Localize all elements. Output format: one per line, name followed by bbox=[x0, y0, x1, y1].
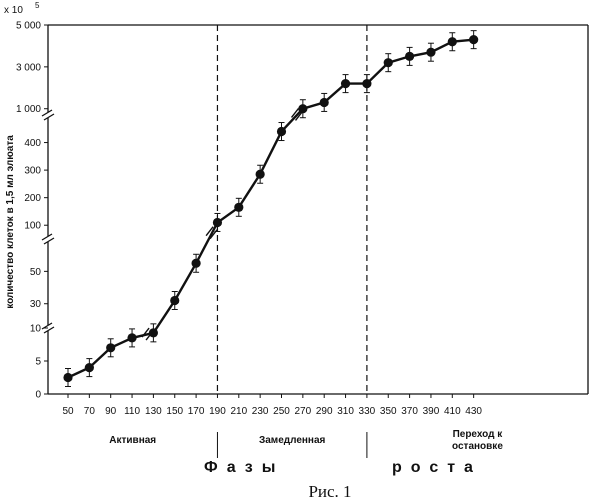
error-bars bbox=[65, 31, 477, 387]
y-tick-label: 100 bbox=[24, 221, 41, 232]
y-tick-labels: 0 5 10 30 50 100 200 300 400 1 000 3 000 5 000 bbox=[16, 21, 41, 401]
data-point bbox=[277, 127, 286, 136]
data-point bbox=[192, 259, 201, 268]
data-point bbox=[85, 363, 94, 372]
x-tick-labels: 50 70 90 110 130 150 170 190 210 230 250 270 290 310 3… bbox=[62, 406, 482, 417]
y-tick-label: 400 bbox=[24, 138, 41, 149]
phase-dividers bbox=[217, 25, 366, 458]
series-line bbox=[68, 40, 474, 378]
y-multiplier: x 10 bbox=[4, 5, 23, 16]
data-point bbox=[234, 203, 243, 212]
y-tick-label: 3 000 bbox=[16, 62, 41, 73]
x-tick-label: 50 bbox=[62, 406, 74, 417]
data-point bbox=[469, 35, 478, 44]
data-point bbox=[448, 37, 457, 46]
data-point bbox=[213, 218, 222, 227]
x-tick-label: 170 bbox=[188, 406, 205, 417]
data-point bbox=[149, 328, 158, 337]
y-multiplier-exponent: 5 bbox=[35, 1, 40, 10]
y-tick-label: 1 000 bbox=[16, 104, 41, 115]
phase-label-line: остановке bbox=[452, 441, 503, 452]
y-tick-label: 30 bbox=[30, 299, 42, 310]
data-point bbox=[63, 373, 72, 382]
x-tick-label: 110 bbox=[124, 406, 140, 417]
x-tick-label: 90 bbox=[105, 406, 117, 417]
x-tick-label: 230 bbox=[252, 406, 269, 417]
y-tick-label: 5 000 bbox=[16, 21, 41, 32]
x-tick-label: 150 bbox=[166, 406, 183, 417]
x-tick-label: 190 bbox=[209, 406, 226, 417]
data-point bbox=[384, 58, 393, 67]
y-tick-label: 10 bbox=[30, 324, 42, 335]
y-tick-label: 0 bbox=[35, 390, 41, 401]
data-markers bbox=[63, 35, 478, 382]
data-point bbox=[426, 48, 435, 57]
x-tick-label: 330 bbox=[359, 406, 376, 417]
phase-label: Переход костановке bbox=[452, 429, 503, 452]
x-tick-label: 390 bbox=[423, 406, 440, 417]
phase-labels: Активная Замедленная Переход костановке bbox=[109, 429, 503, 452]
data-point bbox=[106, 343, 115, 352]
figure-caption: Рис. 1 bbox=[308, 482, 351, 500]
data-point bbox=[405, 52, 414, 61]
y-tick-label: 50 bbox=[30, 267, 42, 278]
x-tick-label: 430 bbox=[465, 406, 482, 417]
x-tick-label: 70 bbox=[84, 406, 96, 417]
x-tick-label: 350 bbox=[380, 406, 397, 417]
data-point bbox=[320, 98, 329, 107]
y-tick-label: 5 bbox=[35, 357, 41, 368]
x-axis-title: Фазы роста bbox=[204, 459, 482, 476]
y-axis-label: количество клеток в 1,5 мл элюата bbox=[5, 135, 16, 309]
data-point bbox=[341, 79, 350, 88]
x-tick-label: 210 bbox=[230, 406, 247, 417]
data-point bbox=[127, 333, 136, 342]
x-tick-label: 410 bbox=[444, 406, 461, 417]
x-tick-label: 370 bbox=[401, 406, 418, 417]
x-tick-label: 270 bbox=[295, 406, 312, 417]
y-tick-label: 300 bbox=[24, 166, 41, 177]
x-tick-label: 310 bbox=[337, 406, 354, 417]
x-tick-label: 290 bbox=[316, 406, 333, 417]
data-point bbox=[256, 170, 265, 179]
phase-label: Замедленная bbox=[259, 435, 326, 446]
y-tick-label: 200 bbox=[24, 193, 41, 204]
phase-label: Активная bbox=[109, 435, 156, 446]
x-tick-label: 130 bbox=[145, 406, 162, 417]
data-point bbox=[362, 79, 371, 88]
x-tick-label: 250 bbox=[273, 406, 290, 417]
data-point bbox=[170, 296, 179, 305]
phase-label-line: Переход к bbox=[453, 429, 504, 440]
